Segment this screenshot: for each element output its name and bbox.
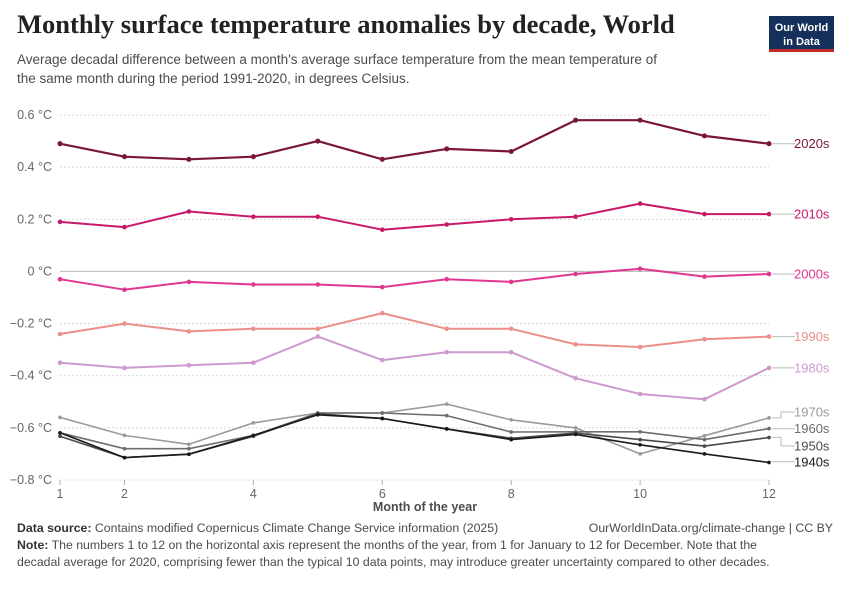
svg-text:−0.8 °C: −0.8 °C [10,473,52,487]
svg-text:2: 2 [121,487,128,501]
svg-text:0.4 °C: 0.4 °C [17,160,52,174]
svg-text:0.2 °C: 0.2 °C [17,212,52,226]
svg-text:−0.2 °C: −0.2 °C [10,317,52,331]
svg-text:6: 6 [379,487,386,501]
svg-text:12: 12 [762,487,776,501]
svg-text:1950s: 1950s [794,439,830,454]
svg-text:1940s: 1940s [794,454,830,469]
svg-text:1980s: 1980s [794,360,830,375]
svg-text:2020s: 2020s [794,136,830,151]
svg-text:2000s: 2000s [794,267,830,282]
svg-text:1990s: 1990s [794,329,830,344]
svg-text:0 °C: 0 °C [28,264,52,278]
svg-text:0.6 °C: 0.6 °C [17,108,52,122]
svg-text:4: 4 [250,487,257,501]
svg-text:1: 1 [57,487,64,501]
svg-text:10: 10 [633,487,647,501]
svg-text:2010s: 2010s [794,207,830,222]
svg-text:−0.6 °C: −0.6 °C [10,421,52,435]
svg-text:8: 8 [508,487,515,501]
svg-text:−0.4 °C: −0.4 °C [10,369,52,383]
svg-text:1970s: 1970s [794,405,830,420]
svg-text:1960s: 1960s [794,421,830,436]
